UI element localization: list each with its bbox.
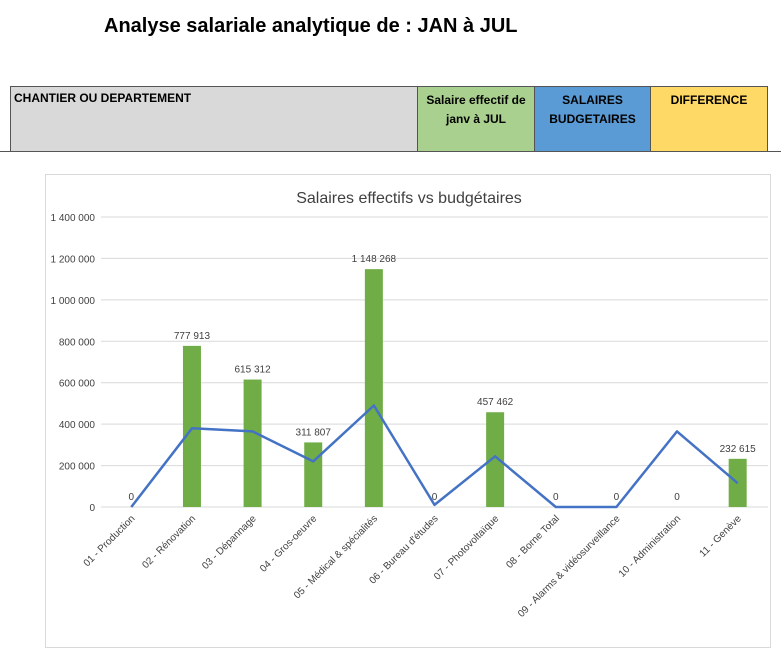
header-effective-label-2: janv à JUL [445,112,507,126]
bar [364,269,383,507]
y-tick-label: 800 000 [59,337,96,348]
bar-data-label: 0 [553,492,559,503]
chart-container[interactable]: Salaires effectifs vs budgétaires 0 200 00… [45,174,771,648]
page-title: Analyse salariale analytique de : JAN à … [104,15,518,37]
budget-line [130,404,739,509]
x-tick-label: 10 - Administration [617,513,683,579]
header-divider [0,151,781,152]
header-department-label: CHANTIER OU DEPARTEMENT [14,91,192,105]
y-tick-label: 200 000 [59,462,96,473]
chart-title: Salaires effectifs vs budgétaires [296,190,522,207]
bar [486,412,505,507]
header-effective-salary[interactable]: Salaire effectif de janv à JUL [417,86,535,152]
header-difference[interactable]: DIFFERENCE [650,86,768,152]
bar-data-label: 457 462 [477,397,514,408]
header-difference-label: DIFFERENCE [670,93,748,107]
bar-data-label: 0 [614,492,620,503]
y-tick-label: 1 000 000 [51,296,96,307]
x-tick-label: 03 - Dépannage [200,513,259,572]
header-effective-label-1: Salaire effectif de [426,93,526,107]
header-budget-label-1: SALAIRES [562,93,623,107]
x-tick-label: 02 - Rénovation [140,513,198,571]
header-department[interactable]: CHANTIER OU DEPARTEMENT [10,86,418,152]
table-header-row: CHANTIER OU DEPARTEMENT Salaire effectif… [0,86,781,152]
y-tick-label: 1 200 000 [51,254,96,265]
x-tick-label: 08 - Borne Total [504,513,562,571]
x-tick-label: 11 - Genève [698,513,744,559]
salary-chart: Salaires effectifs vs budgétaires 0 200 00… [51,190,768,620]
x-tick-label: 09 - Alarms & vidéosurveillance [516,513,623,620]
x-tick-label: 01 - Production [82,513,138,569]
x-tick-label: 04 - Gros-oeuvre [258,513,320,575]
bar-data-label: 0 [432,492,438,503]
bar-data-label: 0 [674,492,680,503]
y-tick-label: 1 400 000 [51,213,96,224]
header-budget-label-2: BUDGETAIRES [549,112,636,126]
bar-data-label: 232 615 [720,444,757,455]
x-tick-label: 06 - Bureau d'études [367,513,440,586]
bar-data-label: 0 [129,492,135,503]
bar-data-label: 777 913 [174,331,211,342]
y-tick-label: 600 000 [59,379,96,390]
bar [182,345,201,507]
y-tick-label: 0 [89,503,95,514]
header-budget-salary[interactable]: SALAIRES BUDGETAIRES [534,86,651,152]
bar-data-label: 1 148 268 [352,254,397,265]
x-tick-label: 07 - Photovoltaïque [432,513,501,582]
y-tick-label: 400 000 [59,420,96,431]
bar-data-label: 615 312 [235,365,272,376]
bar [304,442,323,507]
bar [243,379,262,507]
bar-data-label: 311 807 [296,427,332,438]
